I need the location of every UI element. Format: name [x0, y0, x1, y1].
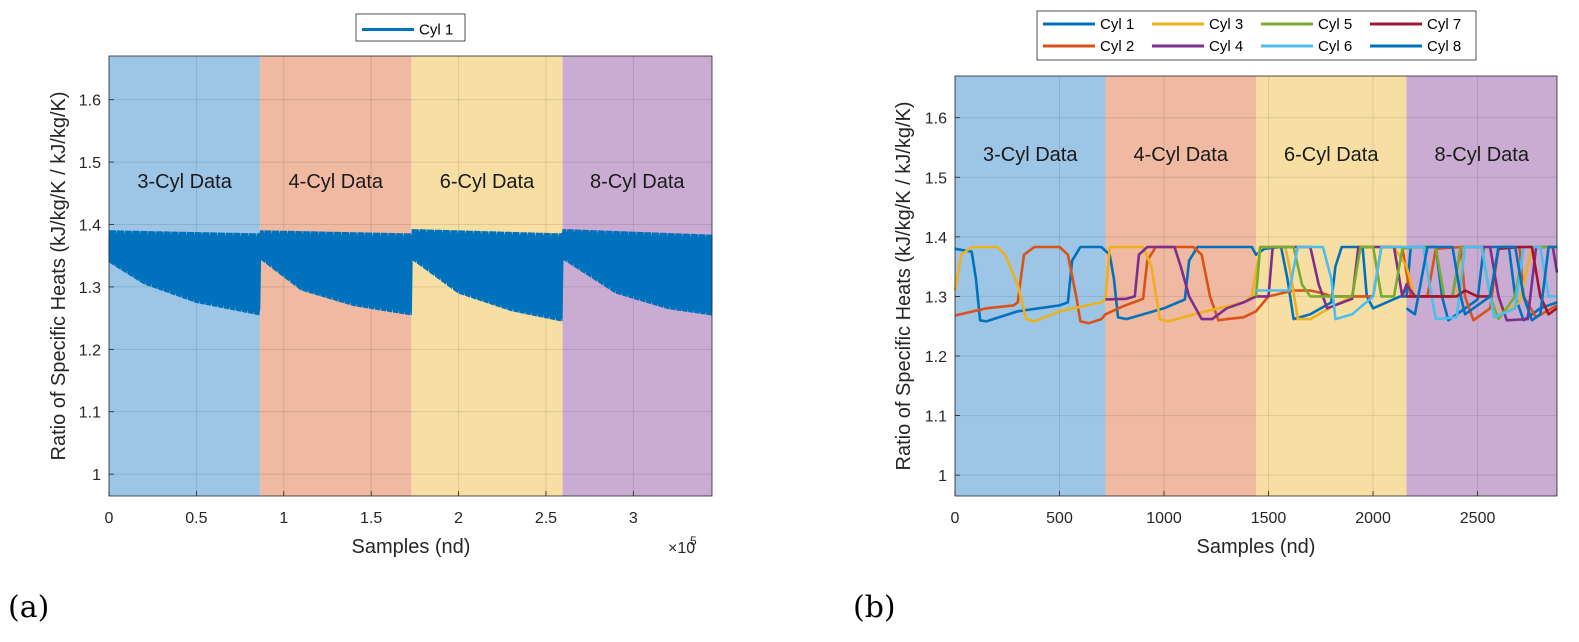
legend-cyl-1-label: Cyl 1 [419, 22, 453, 39]
legend-box [355, 13, 466, 42]
y-tick-label: 1.5 [925, 170, 947, 187]
legend-cyl-4-label: Cyl 4 [1209, 38, 1243, 55]
legend-cyl-6-label: Cyl 6 [1318, 38, 1352, 55]
y-tick-label: 1.2 [925, 349, 947, 366]
region-1-label: 3-Cyl Data [983, 144, 1078, 166]
series-cyl-4 [1105, 245, 1559, 322]
x-tick-label: 2 [454, 510, 463, 527]
legend-cyl-5-label: Cyl 5 [1318, 16, 1352, 33]
panel-a-x-exponent: ×10 5 [668, 534, 697, 557]
region-3-label: 6-Cyl Data [1284, 144, 1379, 166]
region-2-band [1105, 76, 1256, 496]
x-tick-label: 2.5 [535, 510, 557, 527]
panel-a-x-exponent-base: ×10 [668, 540, 695, 557]
x-tick-label: 0.5 [185, 510, 207, 527]
panel-a: 3-Cyl Data 4-Cyl Data 6-Cyl Data 8-Cyl Data… [8, 13, 713, 625]
legend-box [1036, 10, 1477, 61]
panel-a-region-labels: 3-Cyl Data 4-Cyl Data 6-Cyl Data 8-Cyl Data [137, 171, 685, 193]
panel-b-label: (b) [853, 590, 896, 625]
region-3-label: 6-Cyl Data [440, 171, 535, 193]
region-4-label: 8-Cyl Data [590, 171, 685, 193]
x-tick-label: 2000 [1355, 510, 1391, 527]
panel-a-legend: Cyl 1 [355, 13, 466, 42]
series-cyl-8 [1405, 245, 1557, 322]
x-tick-label: 3 [629, 510, 638, 527]
panel-b: 3-Cyl Data 4-Cyl Data 6-Cyl Data 8-Cyl Data… [853, 10, 1559, 625]
legend-cyl-8-label: Cyl 8 [1427, 38, 1461, 55]
x-tick-label: 1500 [1251, 510, 1287, 527]
panel-a-y-ticks: 1 1.1 1.2 1.3 1.4 1.5 1.6 [79, 93, 114, 484]
panel-a-x-exponent-power: 5 [690, 534, 697, 548]
y-tick-label: 1.2 [79, 342, 101, 359]
panel-a-y-axis-label: Ratio of Specific Heats (kJ/kg/K / kJ/kg… [48, 91, 70, 460]
region-4-label: 8-Cyl Data [1435, 144, 1530, 166]
x-tick-label: 0 [951, 510, 960, 527]
panel-a-x-ticks: 0 0.5 1 1.5 2 2.5 3 [105, 491, 638, 527]
legend-cyl-7-label: Cyl 7 [1427, 16, 1461, 33]
region-2-label: 4-Cyl Data [1134, 144, 1229, 166]
y-tick-label: 1.6 [925, 111, 947, 128]
series-cyl-6 [1256, 245, 1557, 321]
y-tick-label: 1.5 [79, 155, 101, 172]
panel-b-y-ticks: 1 1.1 1.2 1.3 1.4 1.5 1.6 [925, 111, 960, 485]
panel-b-series [953, 245, 1559, 325]
panel-b-x-ticks: 0 500 1000 1500 2000 2500 [951, 491, 1496, 527]
y-tick-label: 1.4 [79, 218, 101, 235]
panel-a-x-axis-label: Samples (nd) [352, 536, 471, 558]
region-2-label: 4-Cyl Data [289, 171, 384, 193]
panel-b-regions [955, 76, 1557, 496]
region-1-band [955, 76, 1106, 496]
legend-cyl-3-label: Cyl 3 [1209, 16, 1243, 33]
y-tick-label: 1.4 [925, 230, 947, 247]
panel-b-region-labels: 3-Cyl Data 4-Cyl Data 6-Cyl Data 8-Cyl Data [983, 144, 1530, 166]
panel-a-axes-frame [108, 55, 713, 497]
y-tick-label: 1.1 [925, 409, 947, 426]
panel-b-axes-frame [954, 75, 1558, 497]
y-tick-label: 1.3 [79, 280, 101, 297]
y-tick-label: 1 [938, 468, 947, 485]
x-tick-label: 0 [105, 510, 114, 527]
y-tick-label: 1.1 [79, 405, 101, 422]
panel-a-label: (a) [8, 590, 49, 625]
x-tick-label: 1.5 [360, 510, 382, 527]
legend-cyl-1-label: Cyl 1 [1100, 16, 1134, 33]
y-tick-label: 1 [92, 467, 101, 484]
panel-b-legend: Cyl 1 Cyl 2 Cyl 3 Cyl 4 Cyl 5 Cyl 6 Cyl 7 Cyl 8 [1036, 10, 1477, 61]
x-tick-label: 1 [279, 510, 288, 527]
x-tick-label: 2500 [1460, 510, 1496, 527]
y-tick-label: 1.6 [79, 93, 101, 110]
legend-cyl-2-label: Cyl 2 [1100, 38, 1134, 55]
x-tick-label: 500 [1046, 510, 1073, 527]
y-tick-label: 1.3 [925, 289, 947, 306]
panel-b-x-axis-label: Samples (nd) [1197, 536, 1316, 558]
x-tick-label: 1000 [1146, 510, 1182, 527]
panel-b-y-axis-label: Ratio of Specific Heats (kJ/kg/K / kJ/kg… [893, 101, 915, 470]
region-1-label: 3-Cyl Data [137, 171, 232, 193]
